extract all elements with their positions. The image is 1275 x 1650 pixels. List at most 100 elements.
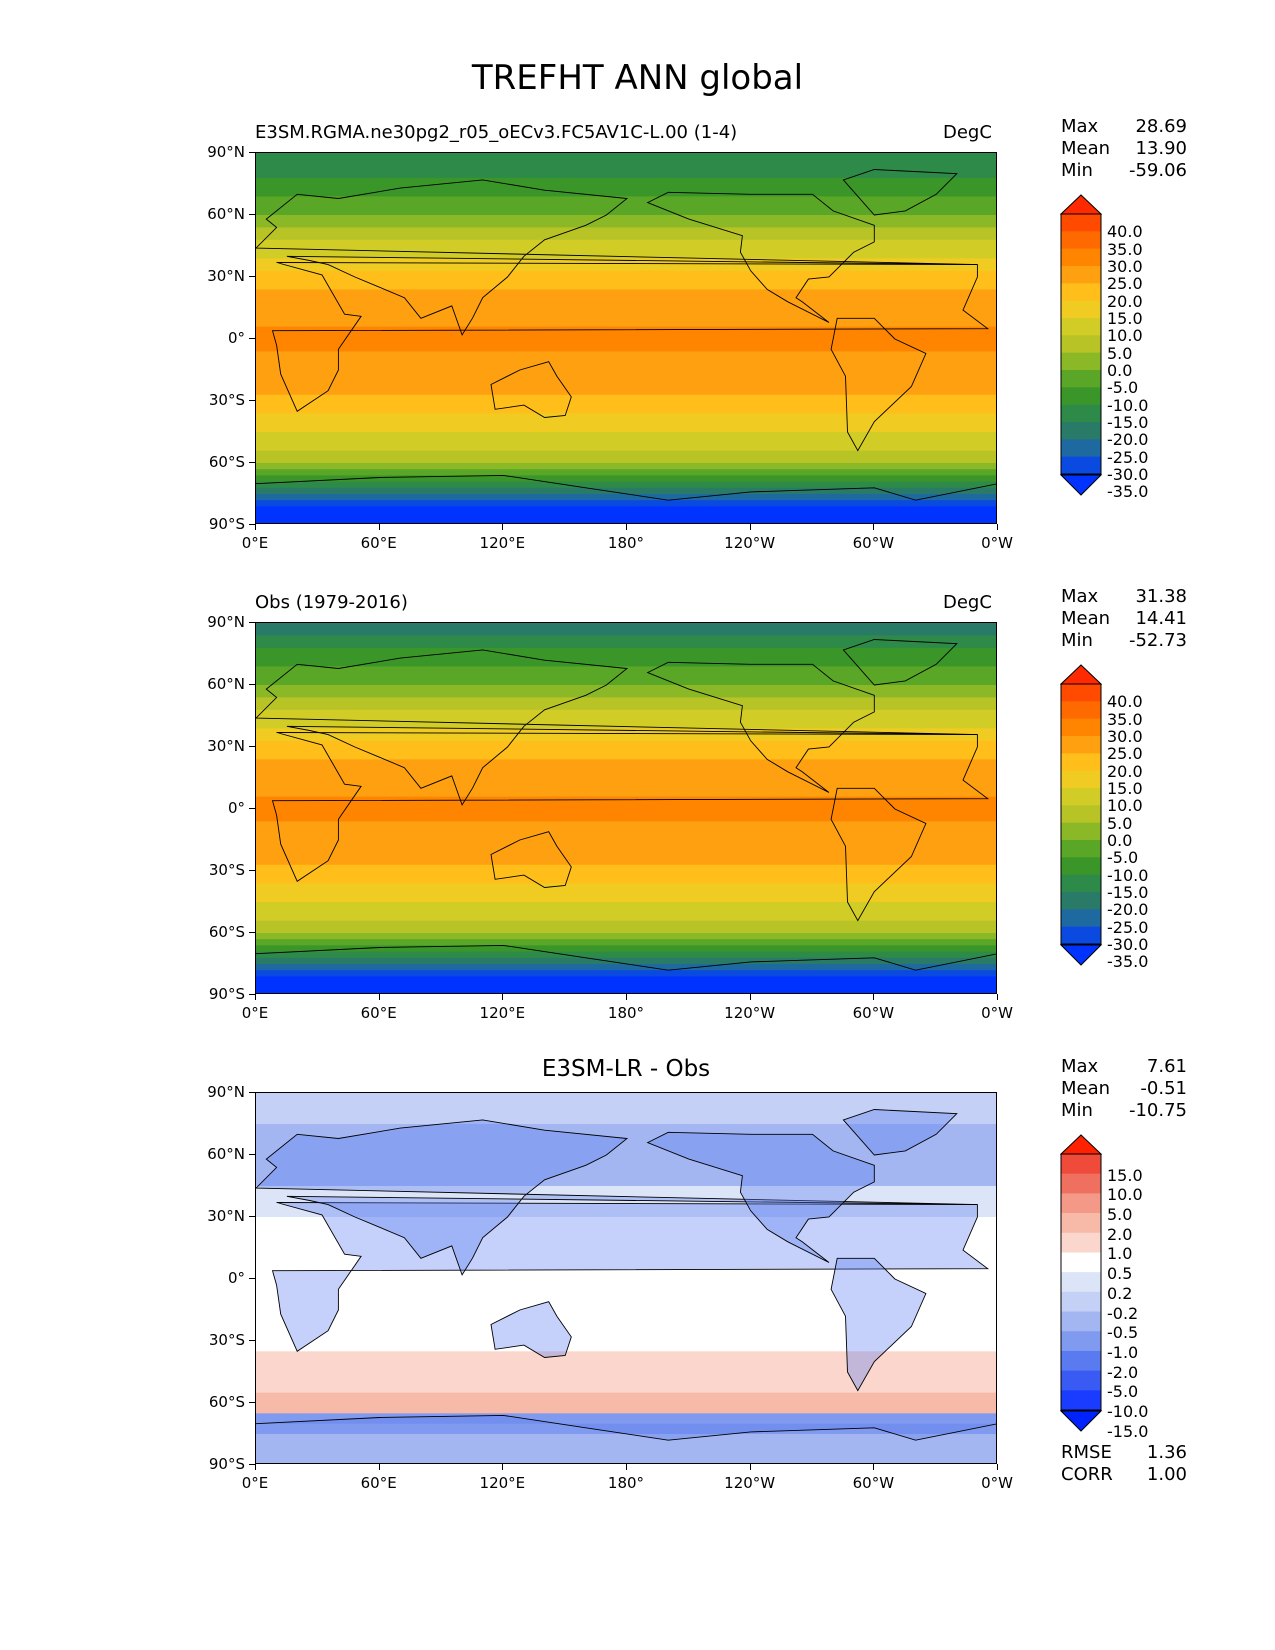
stat-label: Max bbox=[1061, 116, 1099, 137]
colorbar-level-label: -15.0 bbox=[1107, 1421, 1149, 1441]
stats-row: Max 31.38 bbox=[1061, 586, 1187, 608]
colorbar-segment bbox=[1061, 231, 1101, 250]
temperature-band bbox=[256, 401, 996, 408]
colorbar-level-label: 30.0 bbox=[1107, 726, 1143, 746]
stat-label: Max bbox=[1061, 1056, 1099, 1077]
colorbar-segment bbox=[1061, 770, 1101, 789]
lat-tick-label: 60°S bbox=[208, 1393, 245, 1411]
colorbar-segment bbox=[1061, 248, 1101, 267]
colorbar-level-label: 15.0 bbox=[1107, 778, 1143, 798]
colorbar-segment bbox=[1061, 857, 1101, 876]
lon-tick-mark bbox=[502, 1464, 504, 1470]
colorbar-level-label: -25.0 bbox=[1107, 917, 1149, 937]
colorbar-segment bbox=[1061, 1154, 1101, 1175]
temperature-band bbox=[256, 463, 996, 470]
colorbar-segment bbox=[1061, 684, 1101, 702]
map-plot-area bbox=[255, 622, 997, 994]
colorbar-frame bbox=[1060, 1153, 1102, 1411]
colorbar-level-label: 5.0 bbox=[1107, 343, 1133, 363]
temperature-band bbox=[256, 450, 996, 458]
temperature-band bbox=[256, 425, 996, 433]
temperature-band bbox=[256, 357, 996, 365]
temperature-band bbox=[256, 153, 996, 160]
temperature-band bbox=[256, 747, 996, 754]
colorbar-level-label: 15.0 bbox=[1107, 1165, 1143, 1185]
temperature-band bbox=[256, 821, 996, 829]
colorbar-segment bbox=[1061, 701, 1101, 720]
lat-tick-mark bbox=[249, 462, 255, 463]
temperature-band bbox=[256, 945, 996, 953]
temperature-band bbox=[256, 512, 996, 520]
lon-tick-mark bbox=[997, 1464, 998, 1470]
colorbar-level-label: -2.0 bbox=[1107, 1362, 1139, 1382]
lat-tick-mark bbox=[249, 1464, 255, 1465]
lon-tick-mark bbox=[873, 524, 875, 530]
coastline-greenland bbox=[842, 1109, 958, 1156]
temperature-band bbox=[256, 666, 996, 674]
temperature-band bbox=[256, 202, 996, 210]
stat-value: 14.41 bbox=[1135, 608, 1187, 629]
temperature-band bbox=[256, 697, 996, 705]
colorbar-segment bbox=[1061, 753, 1101, 772]
temperature-band bbox=[256, 982, 996, 990]
temperature-band bbox=[256, 846, 996, 853]
temperature-band bbox=[256, 660, 996, 667]
colorbar-level-label: -10.0 bbox=[1107, 395, 1149, 415]
map-plot-area bbox=[255, 1092, 997, 1464]
colorbar-level-label: -20.0 bbox=[1107, 900, 1149, 920]
metrics-row: CORR 1.00 bbox=[1061, 1464, 1187, 1486]
lat-tick-label: 30°S bbox=[208, 861, 245, 879]
temperature-band bbox=[256, 351, 996, 359]
temperature-band bbox=[256, 252, 996, 259]
temperature-band bbox=[256, 877, 996, 884]
temperature-band bbox=[256, 678, 996, 686]
colorbar-level-label: 0.2 bbox=[1107, 1283, 1133, 1303]
colorbar-segment bbox=[1061, 736, 1101, 754]
colorbar-labels: 40.0 35.0 30.0 25.0 20.0 15.0 10.0 5.0 0.0 -5.0 -1… bbox=[1107, 222, 1149, 501]
lat-tick-label: 0° bbox=[227, 329, 245, 347]
lon-tick-label: 180° bbox=[607, 1004, 645, 1022]
colorbar-level-label: 40.0 bbox=[1107, 692, 1143, 712]
map-svg bbox=[256, 623, 996, 993]
colorbar-level-label: -10.0 bbox=[1107, 1401, 1149, 1421]
colorbar-level-label: 35.0 bbox=[1107, 709, 1143, 729]
lon-tick-label: 120°E bbox=[479, 1004, 526, 1022]
lon-tick-label: 0°W bbox=[981, 534, 1013, 552]
colorbar bbox=[1059, 194, 1103, 496]
coastline-australia bbox=[490, 831, 572, 888]
temperature-band bbox=[256, 295, 996, 303]
colorbar-segment bbox=[1061, 266, 1101, 284]
colorbar-level-label: 40.0 bbox=[1107, 222, 1143, 242]
temperature-band bbox=[256, 964, 996, 971]
temperature-band bbox=[256, 988, 996, 993]
lon-tick-label: 120°W bbox=[724, 1004, 776, 1022]
temperature-band bbox=[256, 685, 996, 692]
coastline-europe-asia bbox=[256, 649, 978, 806]
temperature-band bbox=[256, 469, 996, 476]
colorbar bbox=[1059, 664, 1103, 966]
lon-tick-label: 0°W bbox=[981, 1004, 1013, 1022]
coastline-greenland bbox=[842, 639, 958, 686]
difference-band bbox=[256, 1124, 996, 1187]
temperature-band bbox=[256, 184, 996, 191]
lat-tick-mark bbox=[249, 622, 255, 623]
temperature-band bbox=[256, 691, 996, 698]
lat-tick-label: 0° bbox=[227, 799, 245, 817]
lon-tick-mark bbox=[502, 524, 504, 530]
temperature-band bbox=[256, 339, 996, 346]
lon-tick-label: 0°E bbox=[241, 1004, 269, 1022]
lat-tick-label: 90°S bbox=[208, 515, 245, 533]
temperature-band bbox=[256, 654, 996, 661]
colorbar-segment bbox=[1061, 1252, 1101, 1273]
lat-tick-mark bbox=[249, 338, 255, 339]
lat-tick-mark bbox=[249, 152, 255, 153]
temperature-band bbox=[256, 709, 996, 717]
colorbar-frame bbox=[1060, 213, 1102, 475]
stats-row: Min -52.73 bbox=[1061, 630, 1187, 652]
metric-value: 1.00 bbox=[1146, 1464, 1187, 1485]
stats-row: Min -10.75 bbox=[1061, 1100, 1187, 1122]
temperature-band bbox=[256, 481, 996, 489]
temperature-band bbox=[256, 802, 996, 810]
colorbar-segment bbox=[1061, 352, 1101, 371]
colorbar-level-label: 2.0 bbox=[1107, 1224, 1133, 1244]
